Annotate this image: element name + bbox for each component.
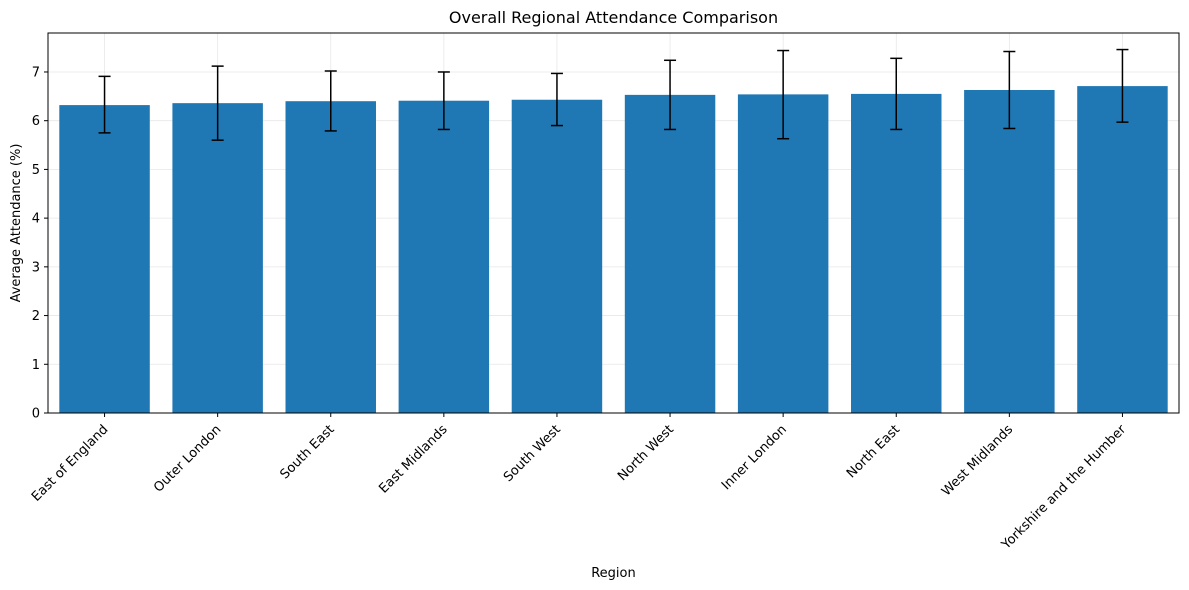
y-tick-label: 3 <box>32 260 40 275</box>
x-tick-label: North West <box>615 422 677 484</box>
x-tick-label: North East <box>844 422 903 481</box>
bar <box>737 94 829 413</box>
y-ticks: 0 1 2 3 4 5 6 7 <box>32 65 48 422</box>
chart-title: Overall Regional Attendance Comparison <box>449 8 778 27</box>
bar <box>964 90 1055 413</box>
x-tick-label: Yorkshire and the Humber <box>998 422 1129 553</box>
bars <box>59 86 1168 414</box>
y-tick-label: 4 <box>32 212 40 227</box>
x-tick-label: East of England <box>29 422 111 504</box>
x-tick-label: Inner London <box>719 422 790 493</box>
x-tick-label: East Midlands <box>376 422 450 496</box>
y-tick-label: 7 <box>32 65 40 80</box>
x-tick-label: West Midlands <box>939 422 1016 499</box>
plot-frame <box>47 32 1180 414</box>
bar <box>624 94 716 413</box>
bar <box>1077 86 1168 413</box>
bar <box>851 93 942 414</box>
bar <box>59 105 150 413</box>
y-tick-label: 5 <box>32 163 40 178</box>
bar <box>511 99 603 413</box>
bar <box>172 103 263 414</box>
error-bars <box>98 48 1129 141</box>
x-axis-label: Region <box>591 566 636 581</box>
x-tick-label: Outer London <box>151 422 224 495</box>
x-tick-label: South West <box>501 422 564 485</box>
x-tick-label: South East <box>277 422 337 482</box>
y-tick-label: 6 <box>32 114 40 129</box>
bar <box>398 100 490 413</box>
y-tick-label: 0 <box>32 407 40 422</box>
x-ticks: East of England Outer London South East Eas… <box>29 413 1130 553</box>
bar <box>285 101 376 413</box>
y-axis-label: Average Attendance (%) <box>9 144 24 303</box>
y-tick-label: 1 <box>32 358 40 373</box>
y-tick-label: 2 <box>32 309 40 324</box>
